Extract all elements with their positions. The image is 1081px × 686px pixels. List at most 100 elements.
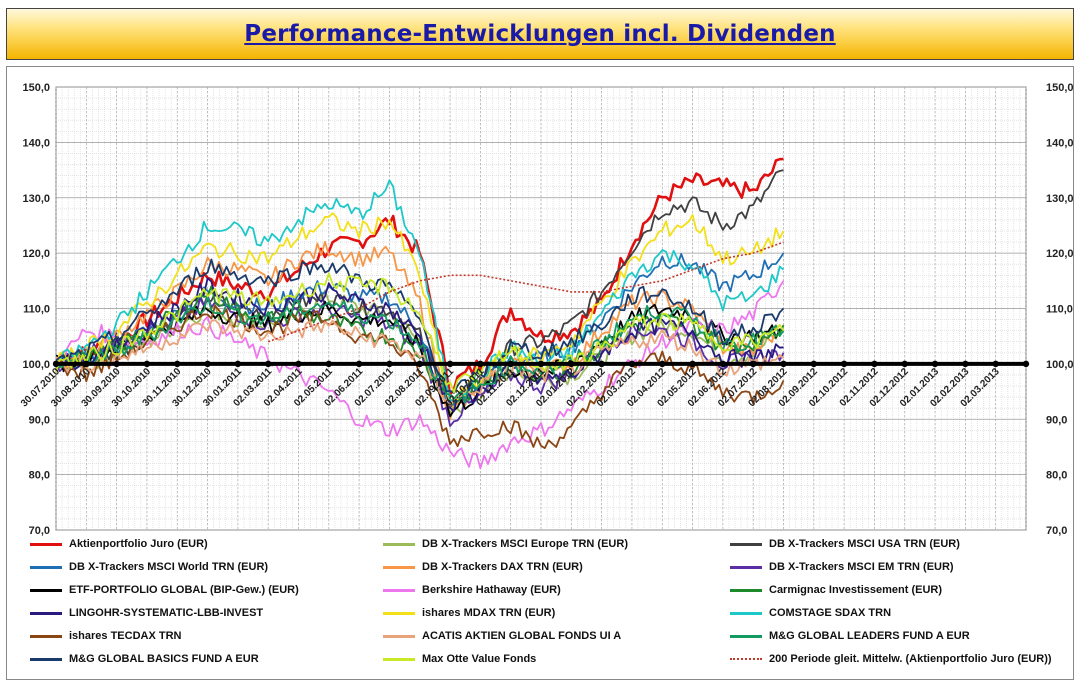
legend-swatch: [730, 611, 762, 615]
legend-item: Aktienportfolio Juro (EUR): [30, 536, 208, 552]
y-tick-label-left: 90,0: [29, 414, 50, 426]
y-tick-label-right: 110,0: [1046, 304, 1073, 316]
legend-label: M&G GLOBAL BASICS FUND A EUR: [69, 653, 259, 665]
baseline-marker: [749, 360, 757, 368]
legend-swatch: [730, 542, 762, 546]
legend-label: ETF-PORTFOLIO GLOBAL (BIP-Gew.) (EUR): [69, 584, 299, 596]
chart-title: Performance-Entwicklungen incl. Dividend…: [244, 21, 836, 47]
legend-swatch: [30, 634, 62, 638]
legend-swatch: [30, 542, 62, 546]
chart-area: 70,0 70,0 80,0 80,0 90,0 90,0 100,0 100,0 110,0 1…: [6, 66, 1074, 680]
series-line-10: [55, 212, 785, 402]
baseline-marker: [840, 360, 848, 368]
baseline-marker: [264, 360, 272, 368]
legend-swatch: [383, 588, 415, 592]
baseline-marker: [204, 360, 211, 368]
performance-line-chart: 70,0 70,0 80,0 80,0 90,0 90,0 100,0 100,0 110,0 1…: [19, 82, 1073, 537]
baseline-marker: [113, 360, 120, 368]
y-tick-label-right: 140,0: [1046, 137, 1073, 149]
y-tick-label-right: 70,0: [1046, 525, 1067, 537]
baseline-marker: [719, 360, 727, 368]
legend-item: Carmignac Investissement (EUR): [730, 582, 942, 598]
legend-swatch: [730, 588, 762, 592]
legend-item: ishares TECDAX TRN: [30, 628, 181, 644]
legend-swatch: [730, 565, 762, 569]
baseline-marker: [295, 360, 302, 368]
legend-swatch: [383, 542, 415, 546]
y-tick-label-left: 130,0: [22, 193, 50, 205]
baseline-marker: [780, 360, 787, 368]
legend-item: COMSTAGE SDAX TRN: [730, 605, 891, 621]
baseline-marker: [871, 360, 878, 368]
y-tick-label-left: 70,0: [29, 525, 50, 537]
series-line-15: [55, 258, 785, 394]
title-banner: Performance-Entwicklungen incl. Dividend…: [6, 8, 1074, 60]
baseline-marker: [537, 360, 545, 368]
baseline-marker: [477, 360, 484, 368]
y-tick-label-right: 80,0: [1046, 470, 1067, 482]
baseline-marker: [628, 360, 636, 368]
legend-item: M&G GLOBAL LEADERS FUND A EUR: [730, 628, 970, 644]
series-line-12: [55, 304, 785, 449]
baseline-marker: [416, 360, 423, 368]
legend-label: 200 Periode gleit. Mittelw. (Aktienportf…: [769, 653, 1052, 665]
legend-item: DB X-Trackers DAX TRN (EUR): [383, 559, 583, 575]
y-tick-label-right: 120,0: [1046, 248, 1073, 260]
legend-swatch: [383, 657, 415, 661]
series-line-11: [55, 179, 785, 402]
legend-item: DB X-Trackers MSCI World TRN (EUR): [30, 559, 268, 575]
legend-label: DB X-Trackers MSCI World TRN (EUR): [69, 561, 269, 573]
legend-label: Max Otte Value Fonds: [422, 653, 537, 665]
y-tick-label-right: 100,0: [1046, 359, 1073, 371]
series-line-7: [55, 280, 785, 470]
legend-swatch: [383, 565, 415, 569]
baseline-marker: [1022, 360, 1030, 368]
legend-label: ACATIS AKTIEN GLOBAL FONDS UI A: [422, 630, 622, 642]
y-tick-label-left: 80,0: [29, 470, 50, 482]
legend-label: M&G GLOBAL LEADERS FUND A EUR: [769, 630, 970, 642]
legend-item: ETF-PORTFOLIO GLOBAL (BIP-Gew.) (EUR): [30, 582, 299, 598]
baseline-marker: [386, 360, 393, 368]
legend-label: ishares TECDAX TRN: [69, 630, 182, 642]
baseline-marker: [174, 360, 181, 368]
legend-item: DB X-Trackers MSCI Europe TRN (EUR): [383, 536, 628, 552]
baseline-marker: [689, 360, 696, 368]
baseline-marker: [507, 360, 514, 368]
baseline-marker: [598, 360, 605, 368]
y-tick-label-right: 130,0: [1046, 193, 1073, 205]
y-tick-label-left: 100,0: [22, 359, 50, 371]
legend-item: M&G GLOBAL BASICS FUND A EUR: [30, 651, 259, 667]
legend-item: ishares MDAX TRN (EUR): [383, 605, 555, 621]
legend-item: DB X-Trackers MSCI EM TRN (EUR): [730, 559, 954, 575]
legend-swatch: [383, 611, 415, 615]
y-tick-label-left: 150,0: [22, 82, 50, 94]
baseline-marker: [446, 360, 454, 368]
baseline-marker: [810, 360, 818, 368]
baseline-marker: [659, 360, 666, 368]
legend-label: Carmignac Investissement (EUR): [769, 584, 942, 596]
y-tick-label-left: 110,0: [23, 304, 50, 316]
y-tick-label-left: 120,0: [22, 248, 50, 260]
legend-label: COMSTAGE SDAX TRN: [769, 607, 892, 619]
y-tick-label-right: 150,0: [1046, 82, 1073, 94]
y-tick-label-right: 90,0: [1046, 414, 1067, 426]
chart-legend: Aktienportfolio Juro (EUR) DB X-Trackers …: [30, 536, 1070, 676]
legend-swatch: [730, 634, 762, 638]
legend-label: DB X-Trackers MSCI USA TRN (EUR): [769, 538, 960, 550]
legend-item: 200 Periode gleit. Mittelw. (Aktienportf…: [730, 651, 1052, 667]
legend-swatch: [30, 657, 62, 661]
baseline-marker: [962, 360, 969, 368]
legend-item: DB X-Trackers MSCI USA TRN (EUR): [730, 536, 960, 552]
legend-label: Aktienportfolio Juro (EUR): [69, 538, 208, 550]
legend-item: Max Otte Value Fonds: [383, 651, 536, 667]
baseline-marker: [992, 360, 999, 368]
legend-swatch: [383, 634, 415, 638]
legend-item: Berkshire Hathaway (EUR): [383, 582, 561, 598]
baseline-marker: [52, 360, 60, 368]
legend-swatch: [730, 658, 762, 660]
legend-swatch: [30, 565, 62, 569]
series-line-9: [55, 277, 784, 413]
baseline-marker: [568, 360, 575, 368]
baseline-marker: [143, 360, 151, 368]
legend-swatch: [30, 611, 62, 615]
